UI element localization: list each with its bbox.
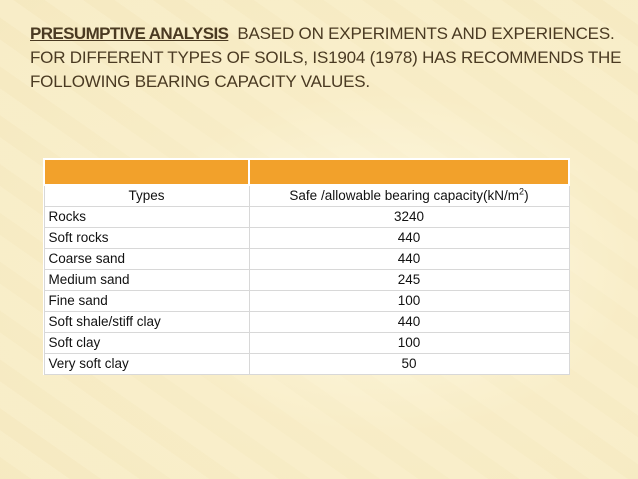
slide-title: PRESUMPTIVE ANALYSIS BASED ON EXPERIMENT… xyxy=(30,22,630,94)
capacity-header-text: Safe /allowable bearing capacity(kN/m xyxy=(289,188,520,203)
soil-type-cell: Fine sand xyxy=(43,290,250,312)
capacity-value-cell: 3240 xyxy=(248,206,570,228)
title-line-3: FOLLOWING BEARING CAPACITY VALUES. xyxy=(30,72,370,91)
header-bar-cell-1 xyxy=(43,158,250,186)
capacity-header-superscript: 2 xyxy=(519,186,525,197)
column-header-types: Types xyxy=(43,184,250,207)
title-line-1-rest: BASED ON EXPERIMENTS AND EXPERIENCES. xyxy=(237,24,615,43)
table-row: Soft shale/stiff clay 440 xyxy=(43,311,570,333)
capacity-value-cell: 100 xyxy=(248,332,570,354)
soil-type-cell: Rocks xyxy=(43,206,250,228)
column-header-capacity: Safe /allowable bearing capacity(kN/m2) xyxy=(248,184,570,207)
capacity-value-cell: 440 xyxy=(248,248,570,270)
header-bar-cell-2 xyxy=(248,158,570,186)
table-row: Coarse sand 440 xyxy=(43,248,570,270)
title-line-2: FOR DIFFERENT TYPES OF SOILS, IS1904 (19… xyxy=(30,48,622,67)
capacity-value-cell: 245 xyxy=(248,269,570,291)
table-header-bar xyxy=(43,158,570,186)
title-line-1: PRESUMPTIVE ANALYSIS BASED ON EXPERIMENT… xyxy=(30,22,630,46)
capacity-value-cell: 50 xyxy=(248,353,570,375)
bearing-capacity-table: Types Safe /allowable bearing capacity(k… xyxy=(43,158,570,375)
table-row: Medium sand 245 xyxy=(43,269,570,291)
soil-type-cell: Soft rocks xyxy=(43,227,250,249)
table-row: Rocks 3240 xyxy=(43,206,570,228)
soil-type-cell: Very soft clay xyxy=(43,353,250,375)
table-row: Fine sand 100 xyxy=(43,290,570,312)
capacity-header-close: ) xyxy=(524,188,529,203)
capacity-value-cell: 100 xyxy=(248,290,570,312)
capacity-value-cell: 440 xyxy=(248,311,570,333)
soil-type-cell: Soft clay xyxy=(43,332,250,354)
soil-type-cell: Coarse sand xyxy=(43,248,250,270)
title-bold-phrase: PRESUMPTIVE ANALYSIS xyxy=(30,24,229,43)
soil-type-cell: Medium sand xyxy=(43,269,250,291)
capacity-value-cell: 440 xyxy=(248,227,570,249)
table-row: Soft rocks 440 xyxy=(43,227,570,249)
soil-type-cell: Soft shale/stiff clay xyxy=(43,311,250,333)
table-column-headers: Types Safe /allowable bearing capacity(k… xyxy=(43,184,570,207)
table-row: Soft clay 100 xyxy=(43,332,570,354)
table-row: Very soft clay 50 xyxy=(43,353,570,375)
